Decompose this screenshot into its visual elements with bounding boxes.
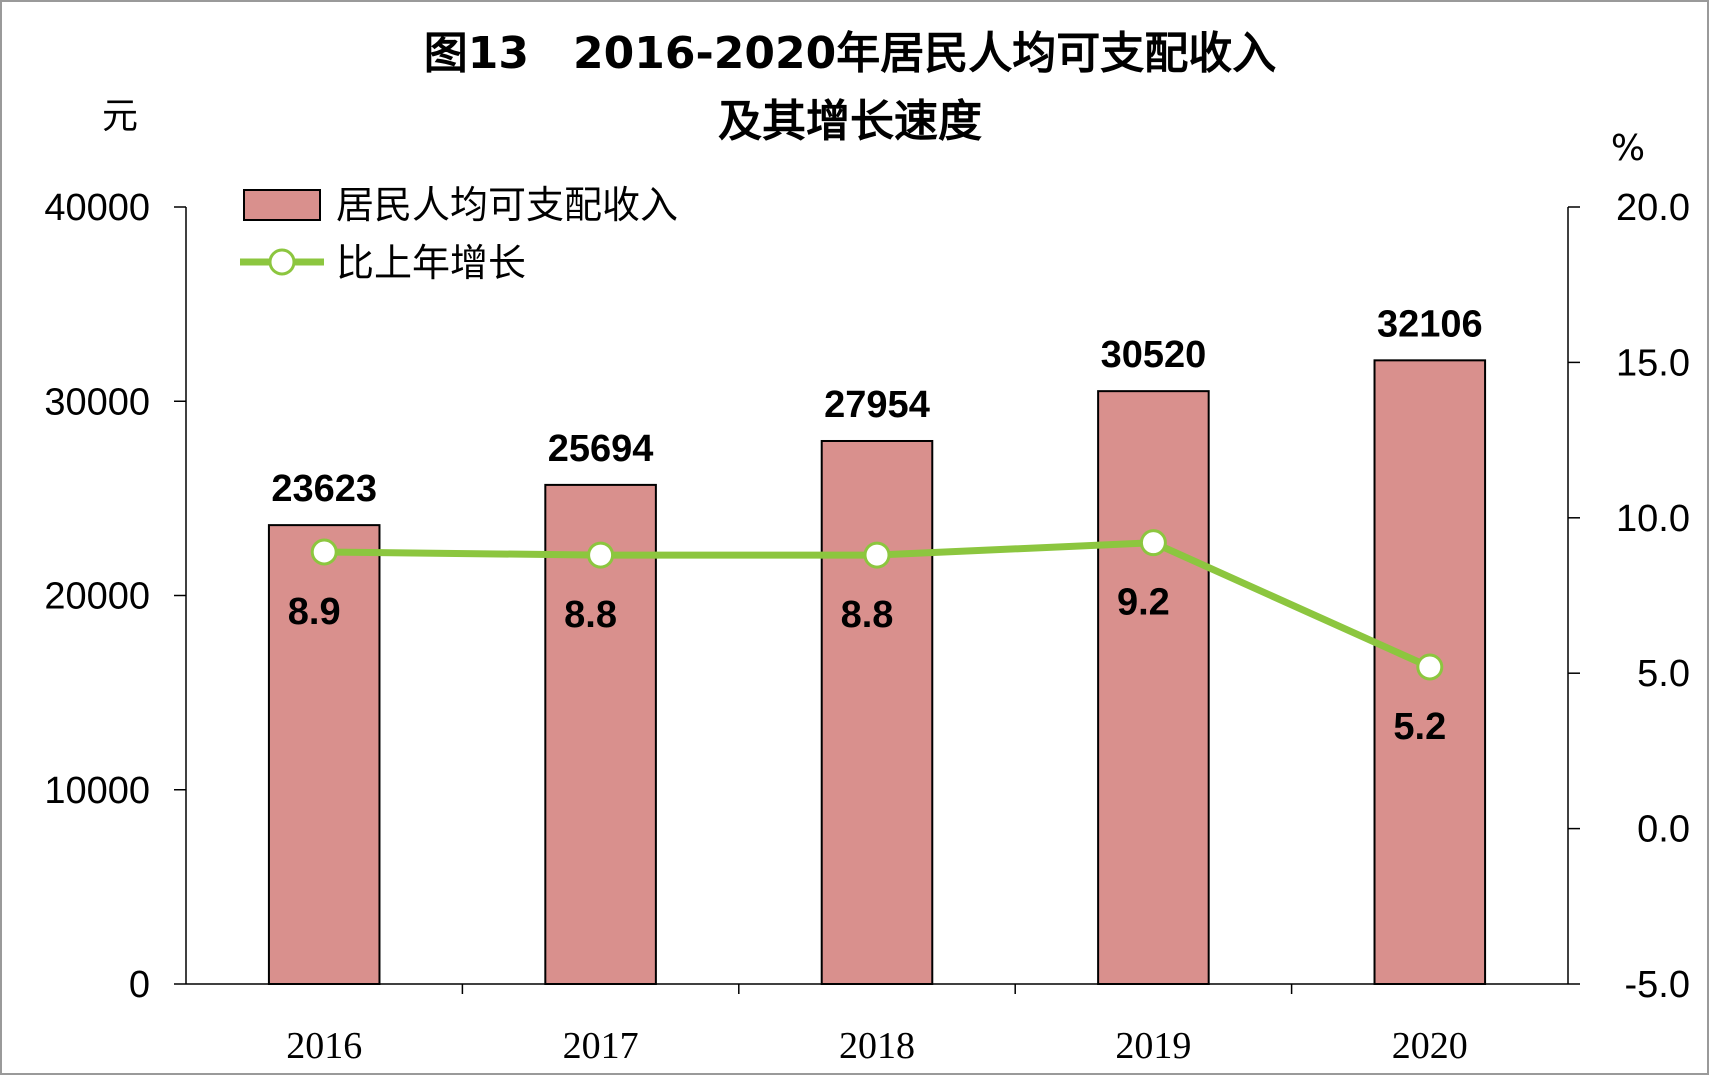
growth-point-2018 [863, 541, 891, 569]
x-axis-labels: 2016 2017 2018 2019 2020 [286, 1025, 1468, 1067]
growth-line [310, 529, 1444, 681]
growth-value-labels: 8.9 8.8 8.8 9.2 5.2 [288, 582, 1446, 748]
x-axis-label-2018: 2018 [839, 1025, 915, 1067]
legend: 居民人均可支配收入 比上年增长 [240, 183, 678, 285]
right-axis-tick-label: 15.0 [1616, 342, 1690, 384]
bar-value-label-2020: 32106 [1377, 303, 1483, 345]
growth-point-2020 [1416, 653, 1444, 681]
left-axis-ticks: 0 10000 20000 30000 40000 [44, 187, 186, 1006]
growth-point-2016 [310, 538, 338, 566]
left-axis-tick-label: 40000 [44, 187, 150, 229]
left-axis-tick-label: 10000 [44, 770, 150, 812]
legend-bar-swatch [243, 189, 321, 221]
bar-value-label-2018: 27954 [824, 384, 930, 426]
chart-title-line1: 图13 2016-2020年居民人均可支配收入 [424, 28, 1276, 79]
growth-value-label-2016: 8.9 [288, 591, 341, 633]
x-axis-label-2019: 2019 [1115, 1025, 1191, 1067]
right-axis-unit: % [1611, 128, 1645, 169]
growth-value-label-2018: 8.8 [841, 594, 894, 636]
bar-value-labels: 23623 25694 27954 30520 32106 [271, 303, 1482, 510]
bar-2019 [1097, 390, 1210, 985]
bar-2018 [820, 439, 934, 986]
left-axis-tick-label: 0 [129, 964, 150, 1006]
x-axis-label-2020: 2020 [1392, 1025, 1468, 1067]
x-axis-label-2017: 2017 [563, 1025, 639, 1067]
left-axis-unit: 元 [102, 96, 138, 137]
left-axis-tick-label: 30000 [44, 381, 150, 423]
right-axis-tick-label: 5.0 [1637, 653, 1690, 695]
right-axis-tick-label: 20.0 [1616, 187, 1690, 229]
x-axis-label-2016: 2016 [286, 1025, 362, 1067]
growth-point-2017 [587, 541, 615, 569]
left-axis-tick-label: 20000 [44, 576, 150, 618]
legend-line-label: 比上年增长 [336, 241, 526, 285]
legend-bar-label: 居民人均可支配收入 [336, 183, 678, 227]
right-axis-ticks: -5.0 0.0 5.0 10.0 15.0 20.0 [1568, 187, 1690, 1006]
growth-point-2019 [1139, 529, 1167, 557]
right-axis-tick-label: -5.0 [1625, 964, 1690, 1006]
chart-title-line2: 及其增长速度 [718, 96, 982, 147]
growth-value-label-2019: 9.2 [1117, 582, 1170, 624]
bars [267, 359, 1487, 986]
growth-value-label-2017: 8.8 [564, 594, 617, 636]
bar-value-label-2017: 25694 [548, 428, 654, 470]
bar-value-label-2016: 23623 [271, 468, 377, 510]
bar-2016 [267, 524, 381, 985]
growth-value-label-2020: 5.2 [1393, 706, 1446, 748]
bar-value-label-2019: 30520 [1101, 334, 1207, 376]
right-axis-tick-label: 0.0 [1637, 809, 1690, 851]
legend-line-marker [268, 248, 296, 276]
right-axis-tick-label: 10.0 [1616, 498, 1690, 540]
